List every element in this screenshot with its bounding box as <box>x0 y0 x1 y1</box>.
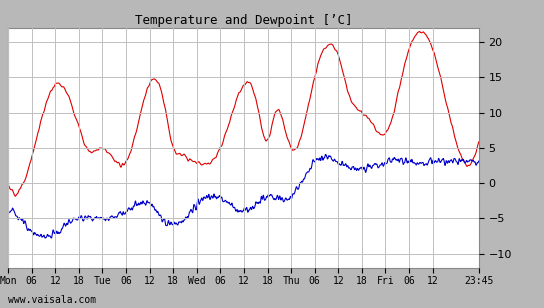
Text: www.vaisala.com: www.vaisala.com <box>8 295 96 305</box>
Title: Temperature and Dewpoint [’C]: Temperature and Dewpoint [’C] <box>135 14 352 26</box>
